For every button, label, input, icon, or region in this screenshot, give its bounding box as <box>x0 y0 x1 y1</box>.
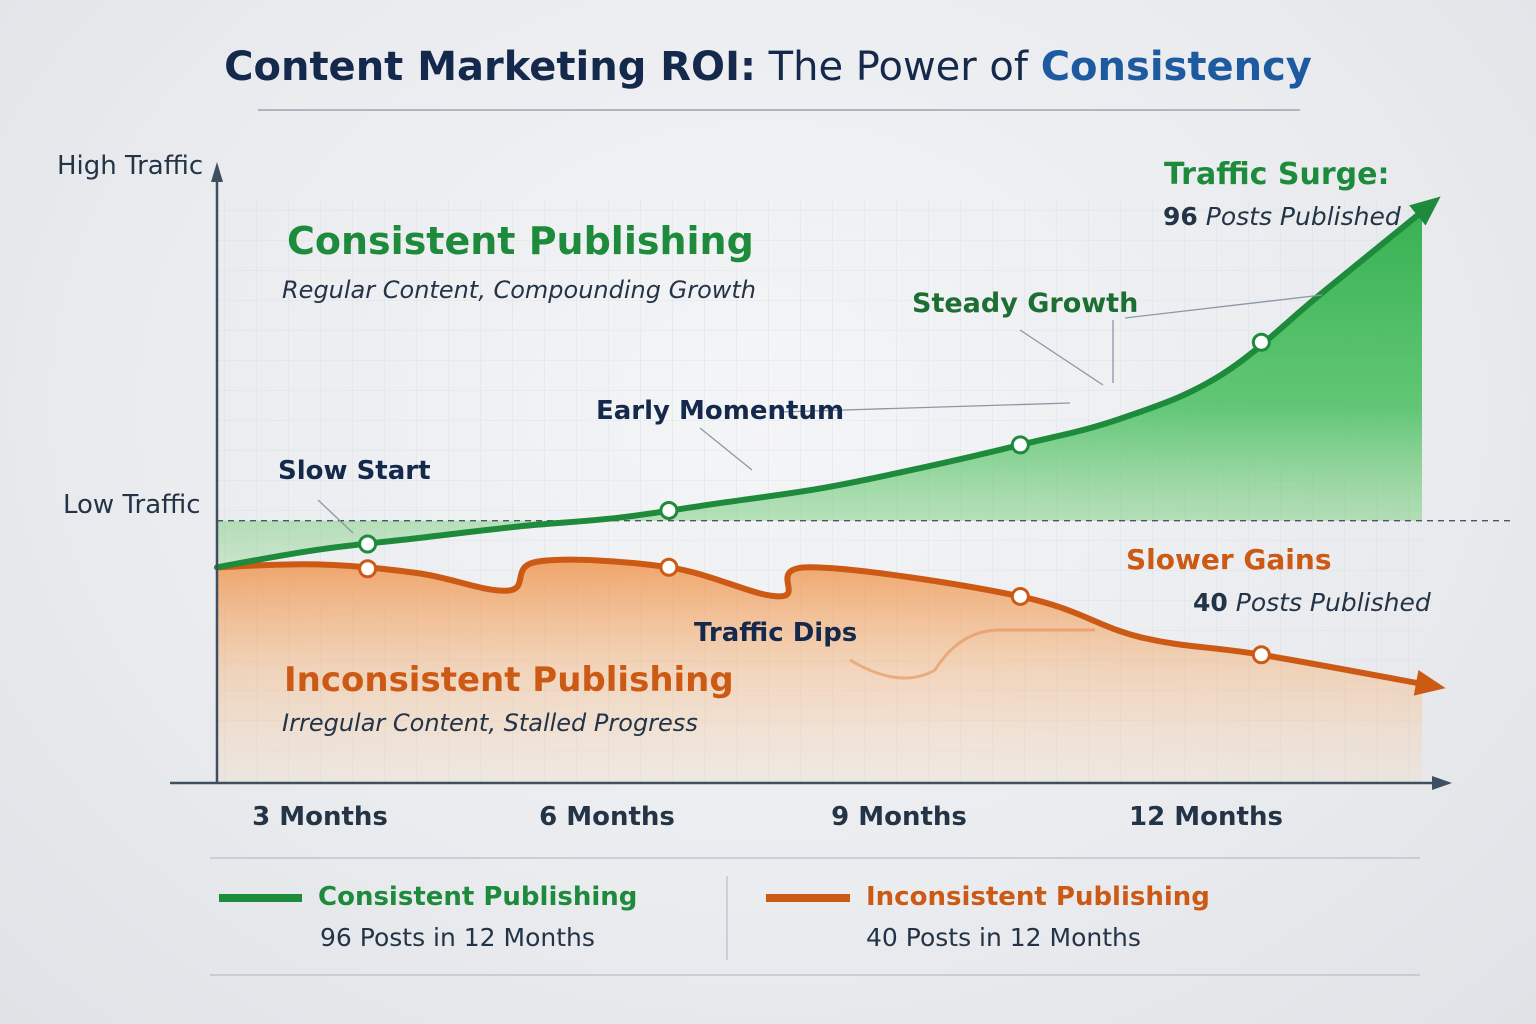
leader-early-momentum-right <box>779 402 1071 413</box>
inconsistent-marker-2 <box>1010 586 1030 606</box>
leader-slow-start <box>317 499 354 534</box>
x-tick-label-1: 6 Months <box>539 802 675 832</box>
inconsistent-marker-1 <box>659 557 679 577</box>
annotation-leaders <box>317 294 1323 680</box>
legend-detail-consistent: 96 Posts in 12 Months <box>320 923 595 952</box>
x-tick-labels: 3 Months 6 Months 9 Months 12 Months <box>252 802 1283 832</box>
consistent-marker-3 <box>1251 332 1271 352</box>
inconsistent-area <box>217 559 1422 783</box>
callout-surge-count: 96 <box>1163 202 1198 231</box>
annotation-early-momentum: Early Momentum <box>596 396 844 426</box>
legend: Consistent Publishing 96 Posts in 12 Mon… <box>219 882 1210 952</box>
callout-surge-detail: 96 Posts Published <box>1163 202 1401 231</box>
x-tick-label-2: 9 Months <box>831 802 967 832</box>
callout-slower-title: Slower Gains <box>1126 543 1332 576</box>
inconsistent-marker-3 <box>1251 645 1271 665</box>
series-markers <box>358 332 1271 665</box>
consistent-arrowhead <box>1409 196 1441 226</box>
inconsistent-label-subtitle: Irregular Content, Stalled Progress <box>282 709 698 737</box>
callout-slower-suffix: Posts Published <box>1228 588 1431 617</box>
traffic-dips-ghost-curve <box>849 628 1095 680</box>
y-label-high-traffic: High Traffic <box>57 151 203 181</box>
legend-detail-inconsistent: 40 Posts in 12 Months <box>866 923 1141 952</box>
y-axis-arrow-icon <box>211 162 223 182</box>
consistent-series-line <box>214 208 1425 571</box>
legend-name-inconsistent: Inconsistent Publishing <box>866 882 1210 912</box>
annotation-slow-start: Slow Start <box>278 456 431 486</box>
legend-name-consistent: Consistent Publishing <box>318 882 637 912</box>
callout-surge-title: Traffic Surge: <box>1164 157 1389 192</box>
title-part-3: Consistency <box>1041 44 1312 90</box>
x-tick-label-0: 3 Months <box>252 802 388 832</box>
consistent-marker-1 <box>659 500 679 520</box>
y-label-low-traffic: Low Traffic <box>63 490 201 520</box>
inconsistent-marker-0 <box>358 559 378 579</box>
consistent-marker-0 <box>358 534 378 554</box>
consistent-marker-2 <box>1010 435 1030 455</box>
consistent-label-subtitle: Regular Content, Compounding Growth <box>282 276 756 304</box>
consistent-area <box>217 211 1422 568</box>
callout-slower-detail: 40 Posts Published <box>1193 588 1431 617</box>
leader-early-momentum <box>699 427 753 471</box>
chart-title: Content Marketing ROI: The Power of Cons… <box>224 44 1312 90</box>
title-part-1: Content Marketing ROI: <box>224 44 756 90</box>
callout-slower-count: 40 <box>1193 588 1228 617</box>
inconsistent-series-line <box>214 556 1425 687</box>
inconsistent-arrowhead <box>1413 670 1446 696</box>
x-axis-arrow-icon <box>1432 776 1452 790</box>
inconsistent-label-title: Inconsistent Publishing <box>284 660 734 700</box>
title-part-2: The Power of <box>756 44 1041 90</box>
annotation-traffic-dips: Traffic Dips <box>694 618 857 648</box>
x-tick-label-3: 12 Months <box>1129 802 1283 832</box>
leader-steady-growth <box>1019 329 1104 386</box>
annotation-steady-growth: Steady Growth <box>912 288 1138 319</box>
callout-surge-suffix: Posts Published <box>1198 202 1401 231</box>
consistent-label-title: Consistent Publishing <box>287 219 754 263</box>
leader-surge <box>1124 294 1323 319</box>
